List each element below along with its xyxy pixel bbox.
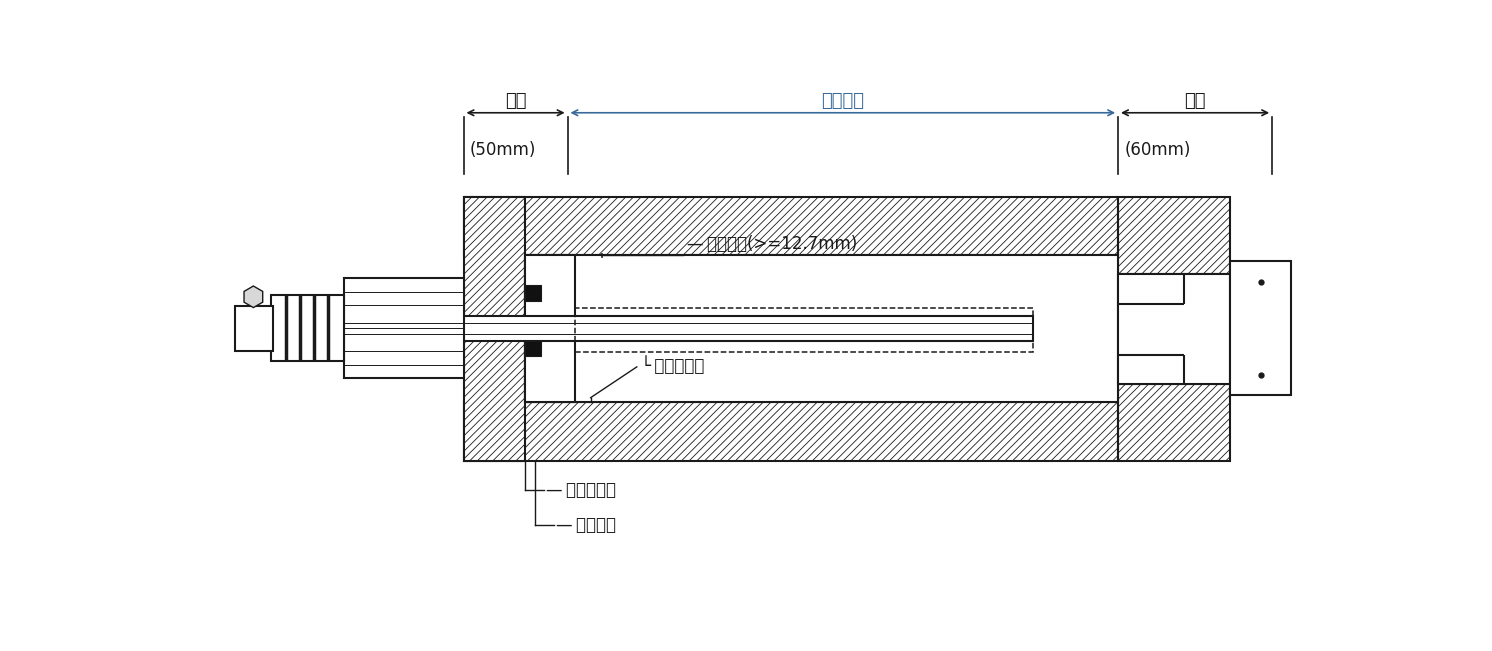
Polygon shape (464, 197, 1118, 255)
Text: └ 活塞杆装置: └ 活塞杆装置 (640, 356, 704, 375)
Polygon shape (464, 402, 1118, 461)
Text: (50mm): (50mm) (470, 141, 536, 159)
Text: 有效行程: 有效行程 (821, 92, 864, 109)
Text: 零区: 零区 (504, 92, 527, 109)
Polygon shape (345, 316, 1034, 340)
Bar (525, 340, 540, 356)
Text: — 非导磁垫片: — 非导磁垫片 (546, 481, 616, 499)
Polygon shape (272, 296, 345, 361)
Polygon shape (245, 286, 263, 307)
Polygon shape (464, 197, 525, 461)
Text: 死区: 死区 (1185, 92, 1206, 109)
Text: — 位置磁铁: — 位置磁铁 (557, 516, 616, 534)
Polygon shape (1118, 384, 1229, 461)
Polygon shape (525, 255, 576, 402)
Text: (60mm): (60mm) (1125, 141, 1191, 159)
Text: — 钻孔直径(>=12.7mm): — 钻孔直径(>=12.7mm) (686, 236, 856, 253)
Polygon shape (234, 306, 273, 351)
Polygon shape (345, 279, 464, 378)
Polygon shape (1229, 262, 1292, 395)
Polygon shape (1118, 197, 1229, 275)
Bar (525, 285, 540, 301)
Polygon shape (1118, 275, 1229, 384)
Polygon shape (525, 255, 1118, 402)
